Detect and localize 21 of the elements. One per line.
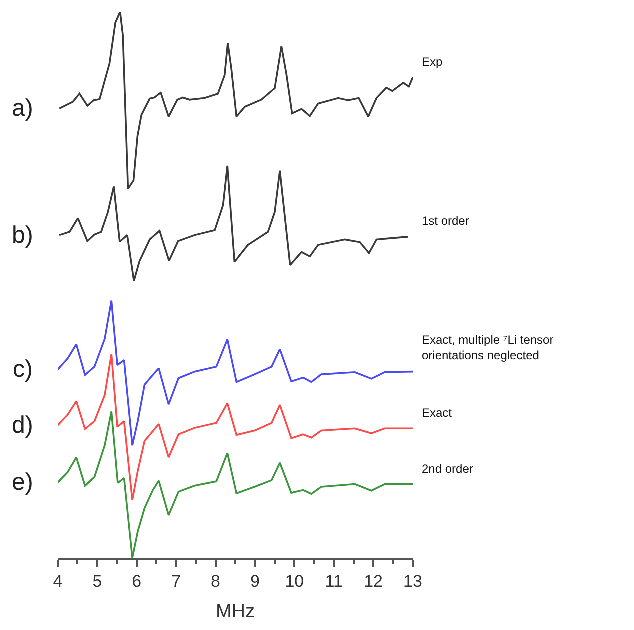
series-label: Exact, multiple ⁷Li tensor orientations neglected — [422, 333, 554, 363]
x-tick-label: 8 — [211, 572, 221, 592]
series-label: 1st order — [422, 214, 470, 228]
series-label: 2nd order — [422, 462, 474, 476]
text: d) — [12, 412, 34, 439]
series-label: Exact — [422, 406, 453, 420]
x-tick-label: 5 — [92, 572, 102, 592]
text: a) — [12, 95, 34, 122]
x-tick-label: 10 — [285, 572, 304, 592]
x-tick-label: 7 — [172, 572, 182, 592]
text: c) — [13, 356, 33, 383]
x-tick-label: 12 — [364, 572, 384, 592]
series-label: Exp — [422, 55, 444, 69]
x-axis-title: MHz — [216, 601, 256, 622]
text: e) — [12, 469, 34, 496]
x-tick-label: 6 — [132, 572, 142, 592]
x-tick-label: 13 — [404, 572, 422, 592]
x-tick-label: 4 — [53, 572, 63, 592]
x-tick-label: 11 — [325, 572, 343, 592]
x-tick-label: 9 — [250, 572, 260, 592]
text: b) — [12, 222, 34, 249]
